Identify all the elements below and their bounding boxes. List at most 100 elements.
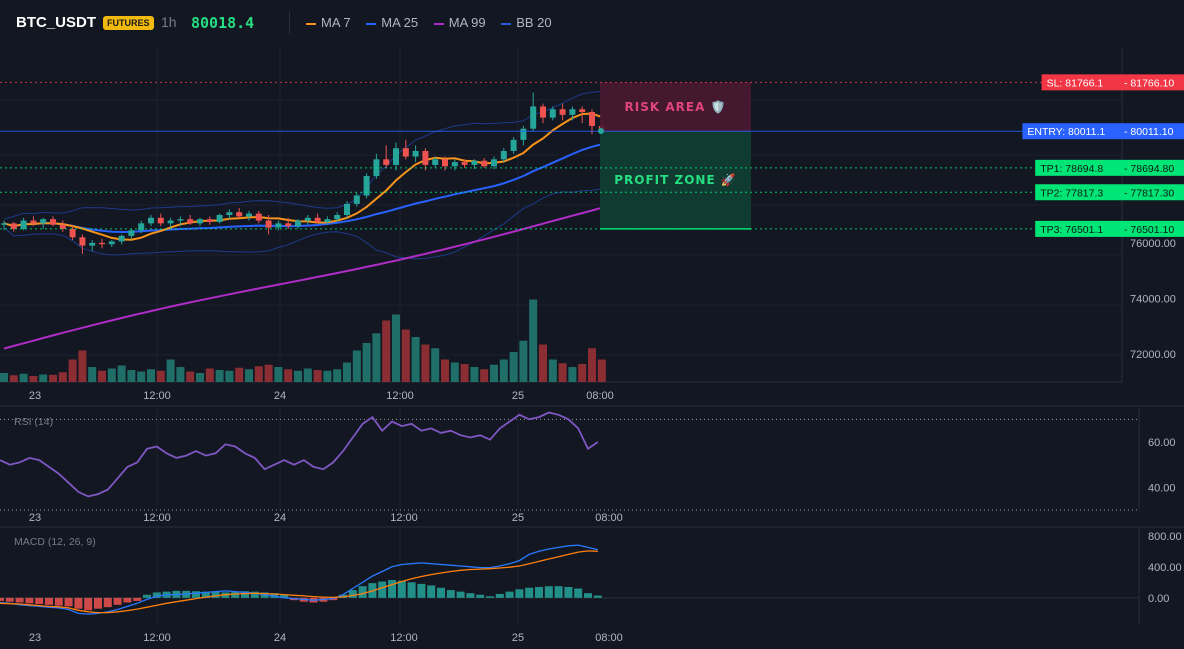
candle-body [50, 219, 56, 225]
tp1-axis-label: - 78694.80 [1124, 163, 1174, 175]
volume-bar [78, 350, 87, 382]
volume-bar [303, 368, 312, 382]
candle-body [10, 223, 17, 229]
candle-body [422, 150, 429, 165]
volume-bar [186, 371, 195, 382]
tp1-axis-bg [1122, 159, 1184, 176]
macd-histogram-bar [456, 591, 465, 598]
volume-bar [39, 374, 48, 382]
macd-histogram-bar [84, 597, 93, 611]
tp3-axis-label: - 76501.10 [1124, 224, 1174, 236]
macd-pane: MACD (12, 26, 9) 800.00 400.00 0.00 [0, 531, 1182, 615]
candle-body [442, 159, 448, 167]
rsi-pane: RSI (14) 60.00 40.00 [0, 411, 1176, 511]
tp2-tag-label: TP2: 77817.3 [1040, 187, 1103, 199]
macd-histogram-bar [417, 583, 426, 598]
time-tick-label: 23 [29, 512, 41, 524]
price-tick-label: 74000.00 [1130, 294, 1176, 306]
macd-histogram-bar [515, 589, 524, 598]
macd-histogram-bar [446, 590, 455, 598]
indicator-bb20[interactable]: BB 20 [501, 15, 552, 30]
tp2-tag-bg [1035, 184, 1122, 201]
volume-bar [352, 350, 361, 382]
volume-bar [490, 364, 498, 382]
volume-bar [529, 299, 538, 382]
volume-bar [156, 370, 165, 382]
candle-body [549, 109, 556, 118]
volume-bar [196, 373, 204, 382]
macd-histogram-bar [201, 591, 210, 598]
volume-bar [49, 374, 57, 382]
candle-body [334, 215, 341, 220]
candle-body [491, 159, 497, 167]
volume-bar [509, 352, 518, 382]
volume-bar [499, 359, 508, 382]
volume-bar [343, 362, 351, 382]
candle-body [579, 109, 586, 113]
candle-body [412, 150, 419, 157]
volume-bar [323, 370, 332, 382]
macd-histogram-bar [525, 587, 534, 598]
candle-body [353, 195, 360, 204]
macd-histogram-bar [466, 593, 475, 598]
volume-bar [205, 368, 214, 382]
candle-body [157, 217, 164, 224]
macd-histogram-bar [407, 582, 416, 598]
volume-bar [539, 344, 547, 382]
volume-bar [254, 366, 263, 382]
indicator-ma99[interactable]: MA 99 [433, 15, 486, 30]
macd-histogram-bar [348, 590, 357, 598]
volume-bar [9, 375, 18, 382]
volume-bar [0, 373, 8, 382]
bb-lower-line [3, 188, 602, 260]
volume-bar [548, 359, 557, 382]
candle-body [500, 150, 507, 160]
last-price: 80018.4 [191, 14, 255, 32]
candle-body [393, 148, 399, 165]
candle-body [432, 159, 439, 165]
chart-header: BTC_USDT FUTURES 1h 80018.4 MA 7 MA 25 M… [0, 0, 1184, 48]
candle-body [236, 212, 243, 217]
volume-bar [392, 314, 400, 382]
candle-body [99, 242, 105, 245]
volume-bar [401, 329, 410, 382]
macd-histogram-bar [388, 579, 396, 598]
indicator-ma25[interactable]: MA 25 [366, 15, 418, 30]
candle-body [20, 220, 27, 229]
macd-histogram-bar [564, 586, 573, 598]
macd-histogram-bar [45, 597, 53, 605]
sl-axis-bg [1122, 74, 1184, 91]
rsi-time-axis: 23 12:00 24 12:00 25 08:00 [29, 512, 623, 524]
indicator-ma7[interactable]: MA 7 [306, 15, 351, 30]
macd-tick-label: 400.00 [1148, 562, 1182, 574]
volume-bar [411, 337, 420, 382]
macd-histogram-bar [495, 593, 504, 598]
volume-bar [264, 364, 273, 382]
entry-axis-label: - 80011.10 [1124, 126, 1174, 138]
macd-title: MACD (12, 26, 9) [14, 536, 96, 548]
candle-body [540, 106, 546, 118]
volume-bar [313, 370, 322, 382]
indicator-ma7-label: MA 7 [321, 15, 351, 30]
macd-histogram-bar [544, 586, 553, 598]
candle-body [177, 219, 184, 221]
macd-histogram-bar [378, 581, 387, 598]
time-tick-label: 12:00 [390, 512, 418, 524]
volume-bar [107, 368, 116, 382]
time-tick-label: 23 [29, 632, 41, 644]
tp1-tag-label: TP1: 78694.8 [1040, 163, 1103, 175]
symbol-name[interactable]: BTC_USDT [16, 14, 97, 31]
indicator-legend: MA 7 MA 25 MA 99 BB 20 [306, 15, 552, 30]
candle-body [128, 230, 135, 236]
order-zones: RISK AREA 🛡️ PROFIT ZONE 🚀 SL: 81766.1 - 8… [0, 74, 1184, 237]
candle-body [589, 112, 595, 126]
macd-histogram-bar [192, 591, 200, 598]
candle-body [118, 235, 125, 242]
interval-label[interactable]: 1h [161, 14, 177, 30]
volume-bar [460, 364, 469, 382]
candle-body [471, 160, 478, 165]
candle-body [275, 223, 282, 228]
macd-histogram-bar [133, 597, 142, 601]
candle-body [167, 220, 174, 224]
